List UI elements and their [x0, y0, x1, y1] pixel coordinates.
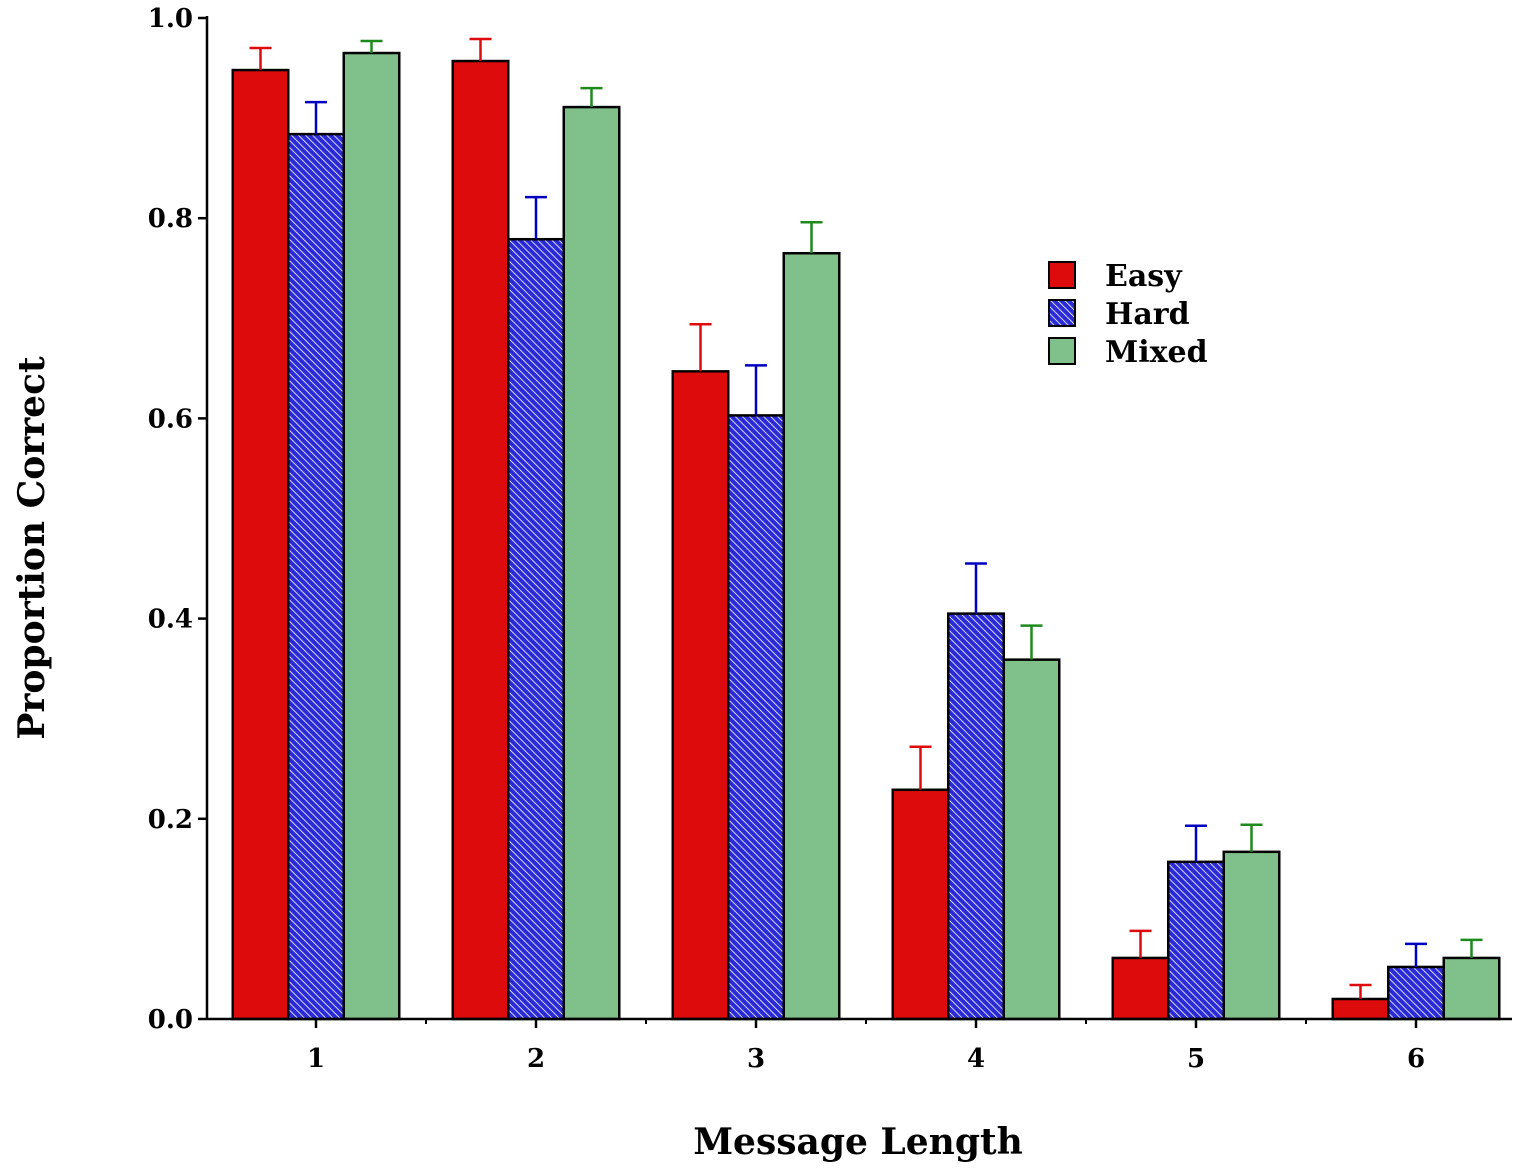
error-bar-hard-1: [305, 100, 327, 135]
bar-hard-2: [507, 237, 565, 1021]
error-bar-hard-5: [1185, 824, 1207, 862]
bar-mixed-2: [562, 105, 621, 1021]
bar-hard-3: [727, 414, 785, 1021]
legend-label-easy: Easy: [1105, 259, 1183, 294]
error-bar-easy-2: [469, 37, 492, 62]
x-tick-label-2: 2: [527, 1044, 545, 1074]
error-bar-easy-4: [909, 745, 932, 790]
x-tick-label-4: 4: [967, 1044, 985, 1074]
error-bar-hard-4: [965, 562, 987, 614]
error-bar-hard-3: [745, 364, 767, 416]
error-bar-easy-6: [1349, 983, 1372, 999]
legend-swatch-mixed: [1048, 337, 1076, 365]
y-tick-label-0.0: 0.0: [148, 1005, 193, 1035]
x-tick-label-5: 5: [1187, 1044, 1205, 1074]
legend-swatch-easy: [1048, 261, 1076, 289]
bars-layer: [231, 37, 1501, 1021]
error-bar-mixed-2: [580, 86, 603, 108]
bar-hard-5: [1167, 860, 1225, 1021]
bar-mixed-5: [1222, 850, 1281, 1021]
x-axis-title: Message Length: [693, 1121, 1023, 1163]
x-tick-label-3: 3: [747, 1044, 765, 1074]
error-bar-mixed-3: [800, 220, 823, 254]
error-bar-hard-2: [525, 195, 547, 240]
y-tick-label-1.0: 1.0: [148, 4, 193, 34]
bar-easy-2: [451, 59, 510, 1021]
y-axis-title: Proportion Correct: [11, 356, 53, 740]
bar-mixed-1: [342, 51, 401, 1021]
bar-mixed-6: [1442, 956, 1501, 1021]
bar-mixed-4: [1002, 658, 1061, 1021]
legend-swatch-hard: [1048, 299, 1076, 327]
error-bar-easy-3: [689, 323, 712, 372]
bar-easy-1: [231, 68, 290, 1021]
x-tick-label-1: 1: [307, 1044, 325, 1074]
axes-layer: 0.0 0.2 0.4 0.6 0.8 1.0 1 2 3 4 5 6: [148, 4, 1512, 1074]
bar-easy-3: [671, 370, 730, 1021]
y-tick-label-0.6: 0.6: [148, 404, 193, 434]
error-bar-mixed-4: [1020, 624, 1043, 660]
bar-easy-5: [1111, 956, 1170, 1021]
error-bar-easy-1: [249, 46, 272, 71]
error-bar-mixed-6: [1460, 938, 1483, 958]
error-bar-hard-6: [1405, 942, 1427, 967]
y-tick-label-0.4: 0.4: [148, 605, 193, 635]
legend-label-mixed: Mixed: [1105, 335, 1208, 370]
bar-easy-6: [1331, 997, 1390, 1021]
x-tick-label-6: 6: [1407, 1044, 1425, 1074]
y-tick-label-0.2: 0.2: [148, 805, 193, 835]
bar-easy-4: [891, 788, 950, 1021]
y-tick-label-0.8: 0.8: [148, 204, 193, 234]
error-bar-mixed-1: [360, 39, 383, 54]
error-bar-mixed-5: [1240, 823, 1263, 852]
legend-label-hard: Hard: [1105, 297, 1190, 332]
bar-mixed-3: [782, 251, 841, 1021]
bar-hard-1: [287, 132, 345, 1021]
error-bar-easy-5: [1129, 929, 1152, 958]
bar-hard-4: [947, 612, 1005, 1021]
bar-hard-6: [1387, 965, 1445, 1021]
